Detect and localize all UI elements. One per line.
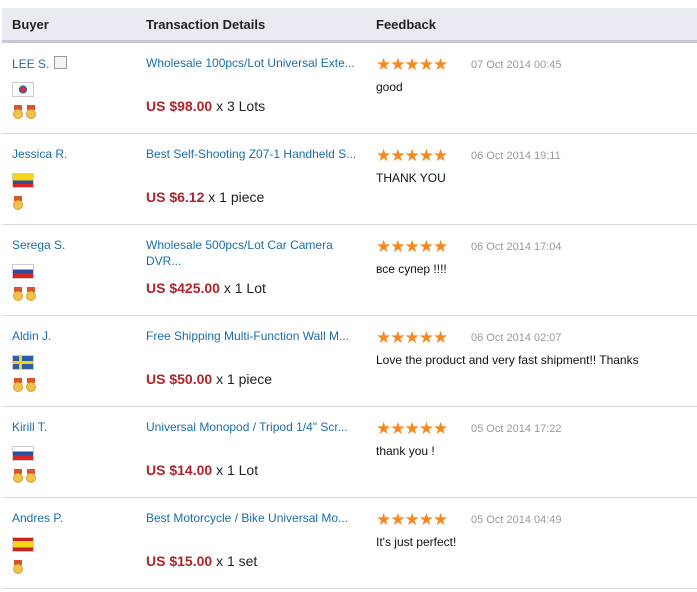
medal-badges	[13, 287, 36, 302]
price: US $15.00 x 1 set	[146, 553, 257, 569]
buyer-name[interactable]: Jessica R.	[12, 147, 68, 161]
buyer-link[interactable]: LEE S.	[12, 56, 68, 71]
medal-icon	[13, 287, 23, 302]
star-rating: ★★★★★	[376, 328, 448, 347]
buyer-link[interactable]: Jessica R.	[12, 147, 67, 161]
buyer-name[interactable]: LEE S.	[12, 57, 50, 71]
feedback-date: 07 Oct 2014 00:45	[471, 59, 562, 71]
product-link[interactable]: Best Motorcycle / Bike Universal Mo...	[146, 511, 349, 525]
feedback-date: 06 Oct 2014 17:04	[471, 241, 562, 253]
edit-icon[interactable]	[54, 56, 68, 69]
medal-icon	[26, 469, 36, 484]
table-row: Aldin J. Free Shipping Multi-Function Wa…	[2, 316, 697, 407]
flag-icon	[12, 82, 34, 97]
star-rating: ★★★★★	[376, 55, 448, 74]
feedback-date: 05 Oct 2014 17:22	[471, 423, 562, 435]
medal-badges	[13, 378, 36, 393]
medal-icon	[13, 378, 23, 393]
feedback-date: 06 Oct 2014 02:07	[471, 332, 562, 344]
buyer-link[interactable]: Andres P.	[12, 511, 63, 525]
price: US $50.00 x 1 piece	[146, 371, 272, 387]
table-row: Jessica R. Best Self-Shooting Z07-1 Hand…	[2, 134, 697, 225]
flag-icon	[12, 355, 34, 370]
price-value: US $6.12	[146, 189, 205, 205]
medal-icon	[26, 378, 36, 393]
price: US $6.12 x 1 piece	[146, 189, 264, 205]
quantity: x 1 Lot	[216, 462, 259, 478]
star-rating: ★★★★★	[376, 146, 448, 165]
price-value: US $50.00	[146, 371, 213, 387]
buyer-name[interactable]: Andres P.	[12, 511, 64, 525]
product-link[interactable]: Wholesale 500pcs/Lot Car Camera DVR...	[146, 238, 333, 268]
buyer-name[interactable]: Serega S.	[12, 238, 66, 252]
medal-icon	[13, 196, 23, 211]
price: US $98.00 x 3 Lots	[146, 98, 265, 114]
feedback-date: 06 Oct 2014 19:11	[471, 150, 561, 162]
medal-badges	[13, 560, 23, 575]
medal-icon	[13, 469, 23, 484]
buyer-link[interactable]: Serega S.	[12, 238, 65, 252]
star-rating: ★★★★★	[376, 237, 448, 256]
buyer-name[interactable]: Kirill T.	[12, 420, 48, 434]
feedback-date: 05 Oct 2014 04:49	[471, 514, 562, 526]
feedback-text: thank you !	[376, 444, 435, 458]
star-rating: ★★★★★	[376, 510, 448, 529]
medal-icon	[26, 287, 36, 302]
table-row: LEE S. Wholesale 100pcs/Lot Universal Ex…	[2, 43, 697, 134]
buyer-name[interactable]: Aldin J.	[12, 329, 52, 343]
flag-icon	[12, 173, 34, 188]
quantity: x 1 piece	[208, 189, 265, 205]
feedback-text: THANK YOU	[376, 171, 446, 185]
buyer-link[interactable]: Aldin J.	[12, 329, 51, 343]
feedback-text: good	[376, 80, 403, 94]
price: US $425.00 x 1 Lot	[146, 280, 266, 296]
flag-icon	[12, 264, 34, 279]
feedback-text: все супер !!!!	[376, 262, 447, 276]
medal-icon	[26, 105, 36, 120]
flag-icon	[12, 537, 34, 552]
header-feedback: Feedback	[376, 17, 436, 32]
price: US $14.00 x 1 Lot	[146, 462, 258, 478]
product-link[interactable]: Universal Monopod / Tripod 1/4" Scr...	[146, 420, 348, 434]
quantity: x 1 Lot	[223, 280, 266, 296]
medal-badges	[13, 105, 36, 120]
price-value: US $15.00	[146, 553, 213, 569]
price-value: US $98.00	[146, 98, 213, 114]
table-header: Buyer Transaction Details Feedback	[2, 8, 697, 43]
quantity: x 1 set	[216, 553, 258, 569]
table-row: Kirill T. Universal Monopod / Tripod 1/4…	[2, 407, 697, 498]
header-transaction: Transaction Details	[146, 17, 266, 32]
flag-icon	[12, 446, 34, 461]
star-rating: ★★★★★	[376, 419, 448, 438]
product-link[interactable]: Free Shipping Multi-Function Wall M...	[146, 329, 349, 343]
header-buyer: Buyer	[12, 17, 49, 32]
feedback-text: Love the product and very fast shipment!…	[376, 353, 639, 367]
medal-icon	[13, 560, 23, 575]
feedback-text: It's just perfect!	[376, 535, 457, 549]
medal-badges	[13, 196, 23, 211]
product-link[interactable]: Best Self-Shooting Z07-1 Handheld S...	[146, 147, 357, 161]
medal-badges	[13, 469, 36, 484]
product-link[interactable]: Wholesale 100pcs/Lot Universal Exte...	[146, 56, 355, 70]
price-value: US $14.00	[146, 462, 213, 478]
table-row: Serega S. Wholesale 500pcs/Lot Car Camer…	[2, 225, 697, 316]
price-value: US $425.00	[146, 280, 220, 296]
quantity: x 3 Lots	[216, 98, 266, 114]
table-row: Andres P. Best Motorcycle / Bike Univers…	[2, 498, 697, 589]
quantity: x 1 piece	[216, 371, 273, 387]
medal-icon	[13, 105, 23, 120]
buyer-link[interactable]: Kirill T.	[12, 420, 47, 434]
